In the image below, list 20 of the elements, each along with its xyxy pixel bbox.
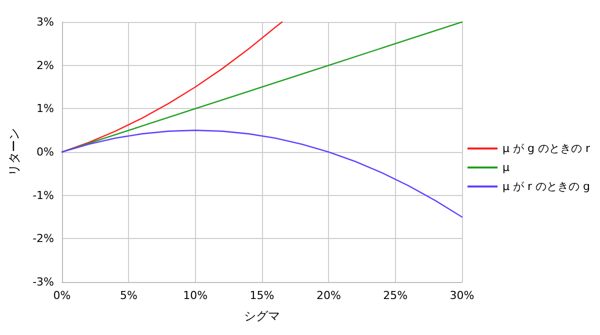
y-axis-title: リターン bbox=[7, 128, 21, 176]
y-tick-label: -3% bbox=[32, 276, 54, 288]
legend-label: μ が g のときの r bbox=[502, 142, 590, 155]
x-tick-label: 0% bbox=[53, 289, 71, 302]
y-tick-label: 1% bbox=[36, 102, 54, 116]
y-tick-label: -1% bbox=[32, 188, 54, 202]
legend-label: μ が r のときの g bbox=[502, 180, 590, 193]
x-tick-label: 25% bbox=[383, 289, 408, 302]
x-axis-title: シグマ bbox=[244, 309, 280, 323]
y-tick-label: -2% bbox=[32, 232, 54, 246]
x-tick-label: 15% bbox=[250, 289, 274, 302]
y-tick-label: 2% bbox=[36, 58, 54, 72]
x-tick-label: 30% bbox=[450, 289, 474, 302]
x-tick-label: 20% bbox=[316, 289, 341, 302]
line-series bbox=[61, 130, 463, 218]
y-tick-label: 0% bbox=[36, 146, 54, 158]
x-tick-label: 5% bbox=[120, 289, 138, 302]
x-tick-label: 10% bbox=[183, 289, 208, 302]
legend-label: μ bbox=[502, 161, 510, 174]
y-tick-label: 3% bbox=[36, 16, 54, 28]
